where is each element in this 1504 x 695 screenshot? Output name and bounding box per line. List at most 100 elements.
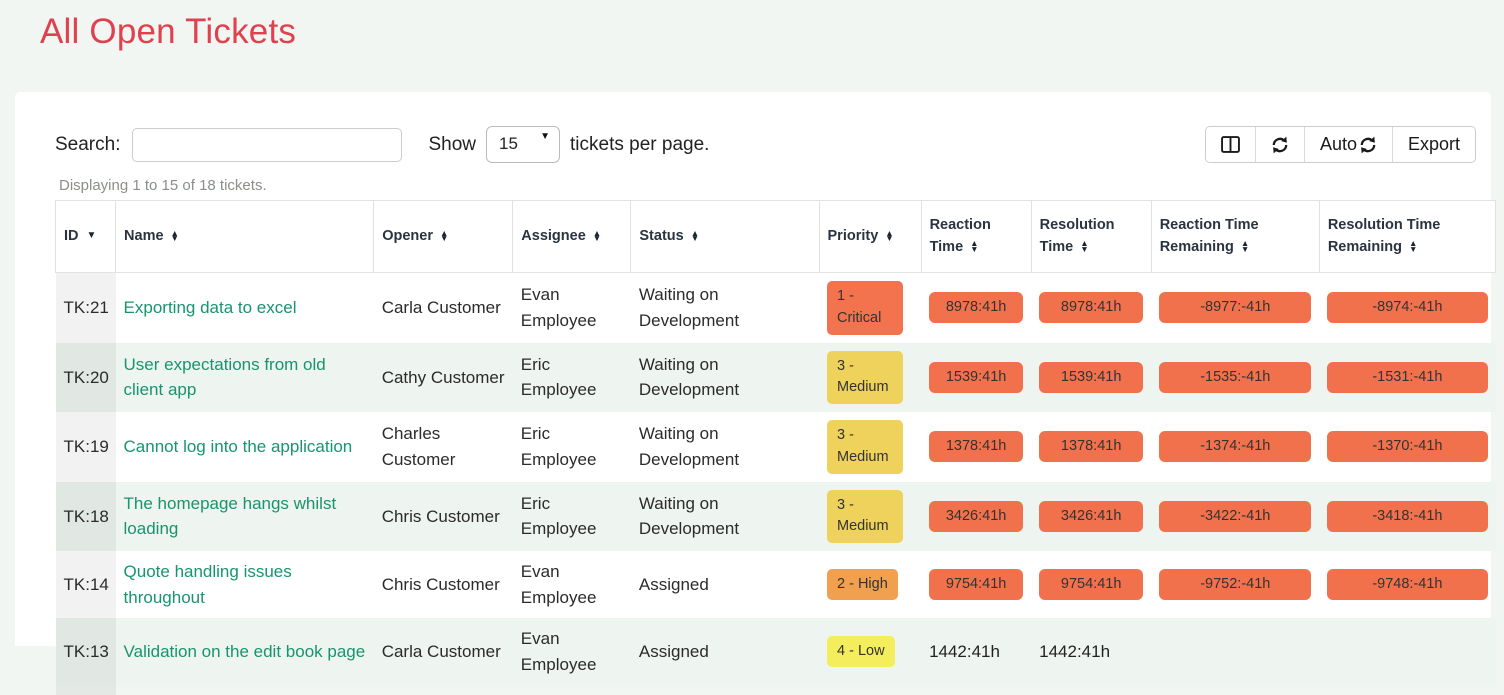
ticket-status: Waiting on Development <box>631 482 819 552</box>
resolution-time-cell: 1378:41h <box>1031 412 1151 482</box>
sla-time-badge: -1531:-41h <box>1327 362 1487 393</box>
column-header-priority[interactable]: Priority▲▼ <box>819 201 921 273</box>
sla-time-badge: -3422:-41h <box>1159 501 1311 532</box>
sort-icon: ▲▼ <box>593 231 601 242</box>
sla-time-badge: 1378:41h <box>929 431 1023 462</box>
reaction-remaining-cell: -1374:-41h <box>1151 412 1319 482</box>
record-count-summary: Displaying 1 to 15 of 18 tickets. <box>59 177 1491 194</box>
ticket-opener: Charles Customer <box>374 412 513 482</box>
ticket-status: Assigned <box>631 618 819 685</box>
sla-time-badge: -9752:-41h <box>1159 569 1311 600</box>
export-button[interactable]: Export <box>1392 127 1475 162</box>
column-header-status[interactable]: Status▲▼ <box>631 201 819 273</box>
columns-icon <box>1221 136 1240 153</box>
search-input[interactable] <box>132 128 402 162</box>
sla-time-badge: -1535:-41h <box>1159 362 1311 393</box>
refresh-icon <box>1271 136 1289 154</box>
ticket-opener: Chris Customer <box>374 551 513 618</box>
resolution-time-cell: 1539:41h <box>1031 343 1151 413</box>
sla-time-badge: 3426:41h <box>929 501 1023 532</box>
sla-time-badge: -8974:-41h <box>1327 292 1487 323</box>
reaction-remaining-cell: -3422:-41h <box>1151 482 1319 552</box>
sla-time-badge: 1378:41h <box>1039 431 1143 462</box>
column-label: Assignee <box>521 228 585 244</box>
column-header-name[interactable]: Name▲▼ <box>116 201 374 273</box>
tickets-table: ID▼Name▲▼Opener▲▼Assignee▲▼Status▲▼Prior… <box>55 200 1496 695</box>
sla-time-badge: -9748:-41h <box>1327 569 1487 600</box>
sort-icon: ▲▼ <box>970 241 978 252</box>
sla-time-badge: 8978:41h <box>929 292 1023 323</box>
reaction-time-cell: 1539:41h <box>921 343 1031 413</box>
column-label: ID <box>64 228 79 244</box>
toolbar: Search: Show 15 ▼ tickets per page. <box>55 126 1491 163</box>
ticket-assignee: Eric Employee <box>513 482 631 552</box>
column-header-resolution-time-remaining[interactable]: Resolution Time Remaining▲▼ <box>1319 201 1495 273</box>
resolution-remaining-cell: -9748:-41h <box>1319 551 1495 618</box>
ticket-link[interactable]: The homepage hangs whilst loading <box>124 494 337 539</box>
resolution-remaining-cell: -8974:-41h <box>1319 273 1495 343</box>
table-actions-group: Auto Export <box>1205 126 1476 163</box>
ticket-id: TK:20 <box>56 343 116 413</box>
column-label: Resolution Time Remaining <box>1328 217 1441 255</box>
per-page-label: tickets per page. <box>570 134 709 156</box>
columns-button[interactable] <box>1206 127 1255 162</box>
ticket-link[interactable]: Validation on the edit book page <box>124 642 366 661</box>
ticket-status: Waiting on Development <box>631 412 819 482</box>
ticket-opener: Carla Customer <box>374 273 513 343</box>
resolution-remaining-cell <box>1319 618 1495 685</box>
priority-badge: 3 - Medium <box>827 420 903 474</box>
table-row-partial <box>56 685 1496 695</box>
table-row: TK:19 Cannot log into the application Ch… <box>56 412 1496 482</box>
sla-time-badge: -3418:-41h <box>1327 501 1487 532</box>
table-row: TK:13 Validation on the edit book page C… <box>56 618 1496 685</box>
ticket-id: TK:14 <box>56 551 116 618</box>
tickets-panel: Search: Show 15 ▼ tickets per page. <box>15 92 1491 646</box>
column-header-reaction-time-remaining[interactable]: Reaction Time Remaining▲▼ <box>1151 201 1319 273</box>
reaction-remaining-cell: -8977:-41h <box>1151 273 1319 343</box>
ticket-id: TK:18 <box>56 482 116 552</box>
resolution-time-cell: 9754:41h <box>1031 551 1151 618</box>
column-header-opener[interactable]: Opener▲▼ <box>374 201 513 273</box>
sla-time-badge: 3426:41h <box>1039 501 1143 532</box>
ticket-status: Waiting on Development <box>631 273 819 343</box>
sla-time-badge: 9754:41h <box>929 569 1023 600</box>
column-header-id[interactable]: ID ▼ <box>56 201 116 273</box>
column-header-assignee[interactable]: Assignee ▲▼ <box>513 201 631 273</box>
priority-badge: 2 - High <box>827 569 898 601</box>
sla-time-badge: -8977:-41h <box>1159 292 1311 323</box>
ticket-assignee: Evan Employee <box>513 551 631 618</box>
ticket-link[interactable]: User expectations from old client app <box>124 355 326 400</box>
auto-refresh-button[interactable]: Auto <box>1304 127 1392 162</box>
sla-time-badge: 9754:41h <box>1039 569 1143 600</box>
ticket-link[interactable]: Quote handling issues throughout <box>124 562 292 607</box>
table-row: TK:18 The homepage hangs whilst loading … <box>56 482 1496 552</box>
resolution-remaining-cell: -3418:-41h <box>1319 482 1495 552</box>
ticket-link[interactable]: Exporting data to excel <box>124 298 297 317</box>
table-row: TK:20 User expectations from old client … <box>56 343 1496 413</box>
resolution-remaining-cell: -1370:-41h <box>1319 412 1495 482</box>
priority-badge: 3 - Medium <box>827 351 903 405</box>
sort-desc-icon: ▼ <box>87 230 97 241</box>
ticket-id: TK:21 <box>56 273 116 343</box>
column-label: Reaction Time <box>930 217 991 255</box>
priority-badge: 4 - Low <box>827 636 895 668</box>
sla-time-badge: -1370:-41h <box>1327 431 1487 462</box>
search-label: Search: <box>55 134 120 156</box>
column-header-reaction-time[interactable]: Reaction Time▲▼ <box>921 201 1031 273</box>
refresh-button[interactable] <box>1255 127 1304 162</box>
reaction-remaining-cell: -1535:-41h <box>1151 343 1319 413</box>
ticket-status: Assigned <box>631 551 819 618</box>
column-label: Opener <box>382 228 433 244</box>
ticket-opener: Cathy Customer <box>374 343 513 413</box>
ticket-id: TK:13 <box>56 618 116 685</box>
page-size-select[interactable]: 15 ▼ <box>486 126 560 163</box>
page-size-value: 15 <box>499 134 518 154</box>
reaction-remaining-cell: -9752:-41h <box>1151 551 1319 618</box>
ticket-assignee: Evan Employee <box>513 618 631 685</box>
ticket-id: TK:19 <box>56 412 116 482</box>
sla-time-badge: 8978:41h <box>1039 292 1143 323</box>
refresh-icon <box>1359 136 1377 154</box>
sla-time-badge: 1539:41h <box>1039 362 1143 393</box>
column-header-resolution-time[interactable]: Resolution Time▲▼ <box>1031 201 1151 273</box>
ticket-link[interactable]: Cannot log into the application <box>124 437 353 456</box>
